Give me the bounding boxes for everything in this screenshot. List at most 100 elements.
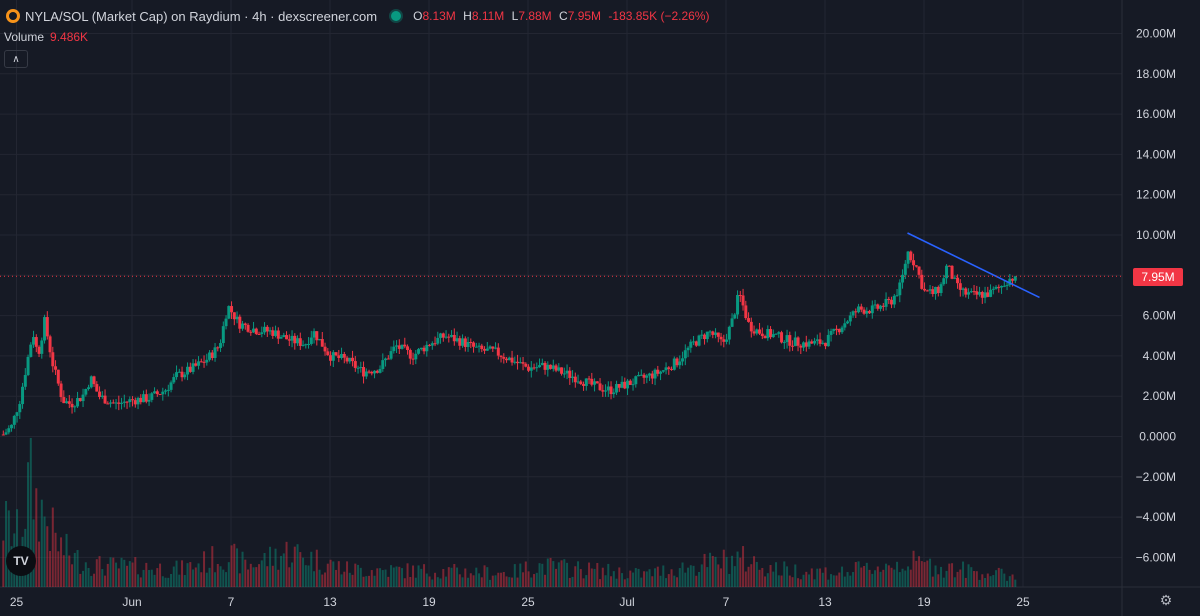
volume-bar	[203, 551, 206, 587]
candle-body	[205, 359, 209, 363]
gear-icon[interactable]: ⚙	[1159, 592, 1173, 608]
volume-bar	[918, 556, 921, 587]
volume-bar	[46, 526, 49, 587]
candle-body	[881, 305, 885, 307]
volume-bar	[951, 563, 954, 587]
candle-body	[246, 324, 250, 332]
volume-bar	[365, 576, 368, 587]
volume-bar	[975, 571, 978, 587]
volume-bar	[93, 573, 96, 587]
candle-body	[612, 392, 616, 395]
volume-bar	[700, 564, 703, 587]
volume-bar	[1014, 579, 1017, 587]
candle-body	[122, 401, 126, 403]
volume-bar	[40, 499, 43, 587]
volume-bar	[698, 572, 701, 587]
candle-body	[499, 355, 503, 358]
candle-body	[296, 338, 300, 344]
volume-bar	[401, 568, 404, 587]
collapse-legend-button[interactable]: ∧	[4, 50, 28, 68]
candle-body	[496, 347, 500, 356]
candle-body	[208, 352, 212, 360]
candle-body	[736, 294, 740, 315]
volume-bar	[2, 540, 5, 587]
candle-body	[807, 341, 811, 347]
volume-bar	[901, 568, 904, 587]
candle-body	[249, 331, 253, 333]
ohlc-change-value: -183.85K (−2.26%)	[608, 9, 710, 23]
candle-body	[285, 335, 289, 340]
candle-body	[590, 378, 594, 385]
volume-legend[interactable]: Volume 9.486K	[4, 30, 88, 44]
x-tick-label: 19	[422, 595, 436, 609]
volume-bar	[945, 570, 948, 587]
volume-bar	[296, 544, 299, 587]
candle-body	[991, 288, 995, 290]
volume-bar	[634, 568, 637, 587]
candle-body	[92, 376, 96, 385]
volume-bar	[832, 575, 835, 587]
volume-bar	[137, 574, 140, 587]
volume-bar	[87, 567, 90, 587]
y-tick-label: 18.00M	[1136, 67, 1176, 81]
candle-body	[975, 291, 979, 295]
volume-bar	[511, 577, 514, 587]
candle-body	[254, 328, 258, 334]
volume-bar	[566, 562, 569, 587]
candle-body	[664, 367, 668, 371]
volume-bar	[513, 564, 516, 587]
volume-bar	[392, 567, 395, 587]
candle-body	[793, 337, 797, 347]
y-tick-label: 10.00M	[1136, 228, 1176, 242]
candle-body	[494, 347, 498, 349]
volume-bar	[57, 551, 60, 587]
volume-bar	[414, 577, 417, 587]
volume-bar	[445, 576, 448, 587]
volume-bar	[453, 563, 456, 587]
ohlc-open-key: O	[413, 9, 423, 23]
candle-body	[340, 354, 344, 358]
volume-bar	[841, 566, 844, 587]
tradingview-logo-icon[interactable]: TV	[6, 546, 36, 576]
candle-body	[895, 295, 899, 297]
volume-bar	[315, 549, 318, 587]
volume-bar	[604, 575, 607, 587]
candle-body	[557, 367, 561, 371]
volume-bar	[304, 565, 307, 587]
volume-bar	[799, 579, 802, 587]
candle-body	[353, 361, 357, 368]
market-status-icon[interactable]	[391, 11, 402, 21]
candle-body	[870, 305, 874, 314]
volume-bar	[84, 562, 87, 587]
volume-bar	[989, 576, 992, 587]
y-tick-label: 6.00M	[1143, 309, 1176, 323]
candle-body	[417, 349, 421, 354]
candle-body	[848, 315, 852, 322]
candle-body	[527, 366, 531, 371]
candle-body	[95, 384, 99, 392]
candle-body	[722, 339, 726, 342]
candle-body	[84, 389, 88, 395]
volume-bar	[967, 564, 970, 587]
volume-bar	[885, 563, 888, 587]
candle-body	[518, 362, 522, 364]
ohlc-close-value: 7.95M	[567, 9, 602, 23]
volume-bar	[508, 577, 511, 587]
candle-body	[986, 292, 990, 297]
candle-body	[433, 343, 437, 345]
volume-bar	[368, 575, 371, 587]
volume-bar	[813, 579, 816, 587]
candle-body	[884, 298, 888, 307]
candle-body	[593, 381, 597, 385]
candle-body	[689, 341, 693, 348]
volume-bar	[406, 563, 409, 587]
ohlc-close-key: C	[559, 9, 568, 23]
candle-body	[430, 343, 434, 346]
volume-bar	[164, 577, 167, 587]
candle-body	[560, 367, 564, 374]
candle-body	[133, 400, 137, 405]
candle-body	[700, 334, 704, 336]
candle-body	[840, 327, 844, 333]
volume-bar	[590, 568, 593, 587]
